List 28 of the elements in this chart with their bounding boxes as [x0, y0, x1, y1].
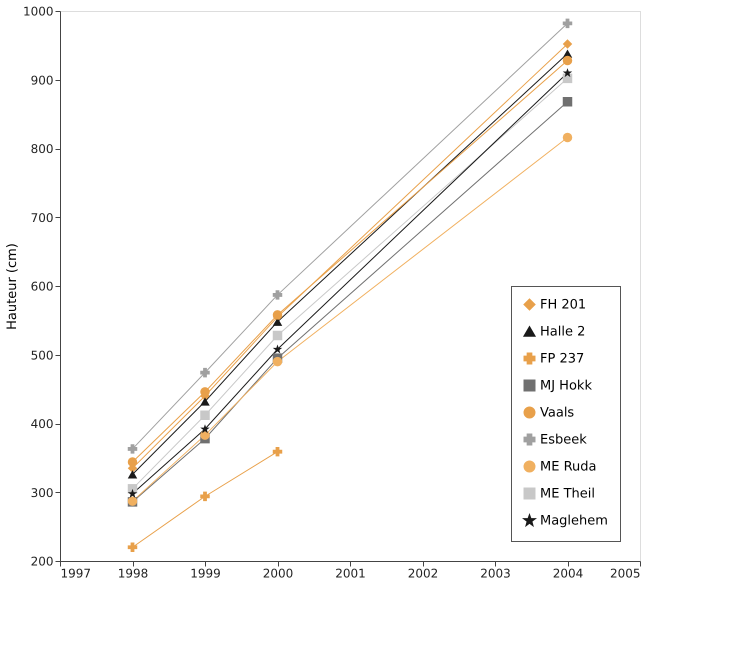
y-tick-label: 700	[30, 210, 54, 225]
x-tick-label: 1999	[190, 566, 221, 580]
legend-label: MJ Hokk	[540, 378, 592, 394]
legend-label: Halle 2	[540, 324, 586, 340]
legend-label: ME Ruda	[540, 460, 596, 474]
y-tick-label: 800	[30, 142, 54, 156]
legend-label: FH 201	[540, 298, 586, 312]
x-tick-label: 2001	[335, 566, 366, 580]
x-tick-label: 2003	[480, 566, 511, 580]
legend-label: Vaals	[540, 406, 574, 420]
legend-label: FP 237	[540, 352, 584, 366]
legend-label: ME Theil	[540, 486, 595, 502]
y-tick-label: 1000	[22, 4, 54, 18]
y-tick-label: 200	[30, 554, 54, 568]
x-tick-label: 2000	[262, 566, 294, 580]
legend-label: Esbeek	[540, 432, 588, 448]
y-tick-label: 500	[30, 348, 54, 362]
legend-label: Maglehem	[540, 514, 608, 528]
y-tick-label: 600	[30, 280, 54, 294]
y-tick-label: 900	[30, 73, 54, 88]
y-axis-title: Hauteur (cm)	[4, 243, 20, 330]
x-tick-label: 1997	[60, 566, 92, 580]
y-tick-label: 300	[30, 486, 54, 500]
x-tick-label: 2005	[610, 566, 640, 580]
y-tick-label: 400	[30, 417, 54, 431]
x-tick-label: 1998	[118, 566, 148, 580]
x-tick-label: 2004	[552, 566, 584, 580]
x-tick-label: 2002	[408, 566, 438, 580]
